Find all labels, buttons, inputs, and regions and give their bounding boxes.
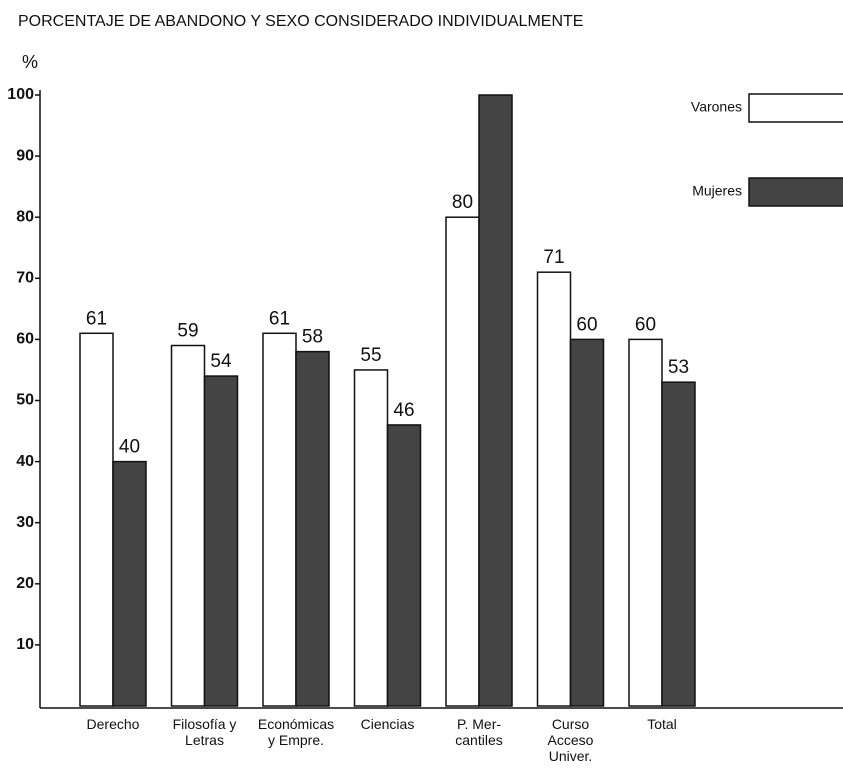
x-tick-label: Filosofía y Letras (172, 716, 237, 748)
x-tick-label: P. Mer- cantiles (455, 716, 503, 748)
bar (536, 271, 572, 707)
y-tick-label: 20 (16, 575, 34, 592)
x-tick-label: Ciencias (360, 716, 415, 732)
x-tick-label: Curso Acceso Univer. (547, 716, 594, 764)
bar (478, 94, 513, 707)
bar (295, 350, 330, 707)
data-label: 61 (269, 308, 290, 329)
data-label: 55 (360, 345, 381, 366)
x-tick-label: Total (647, 716, 677, 732)
data-label: 40 (119, 437, 140, 458)
x-tick-label: Derecho (86, 716, 140, 732)
chart-title: PORCENTAJE DE ABANDONO Y SEXO CONSIDERAD… (18, 13, 583, 30)
legend-swatch (748, 177, 843, 207)
y-tick-label: 70 (16, 270, 34, 287)
data-label: 60 (576, 314, 597, 335)
bar (569, 338, 605, 707)
data-label: 46 (393, 400, 414, 421)
x-tick-label: Económicas y Empre. (257, 716, 335, 748)
data-label: 54 (210, 351, 232, 372)
bar (353, 369, 389, 707)
y-tick-label: 10 (16, 636, 34, 653)
y-tick-label: 100 (7, 86, 34, 103)
data-label: 71 (543, 247, 564, 268)
y-tick-label: 30 (16, 514, 34, 531)
data-label: 58 (302, 327, 323, 348)
legend-label: Mujeres (692, 183, 742, 199)
data-label: 53 (668, 357, 689, 378)
bar (661, 381, 696, 707)
bar (628, 338, 663, 707)
bar (112, 460, 147, 707)
y-tick-label: 80 (16, 208, 34, 225)
bar (203, 375, 239, 707)
legend-swatch (748, 93, 843, 123)
bar (79, 332, 114, 707)
y-tick-label: 40 (16, 453, 34, 470)
data-label: 60 (635, 314, 656, 335)
y-tick-label: 90 (16, 147, 34, 164)
y-tick-label: 50 (16, 392, 34, 409)
bar (445, 216, 480, 707)
data-label: 59 (177, 321, 198, 342)
y-axis-label: % (22, 52, 38, 72)
y-tick-label: 60 (16, 331, 34, 348)
data-label: 61 (86, 308, 107, 329)
bar (386, 424, 422, 707)
legend-label: Varones (691, 99, 742, 115)
data-label: 80 (452, 192, 473, 213)
bar (262, 332, 297, 707)
bar (170, 344, 206, 707)
